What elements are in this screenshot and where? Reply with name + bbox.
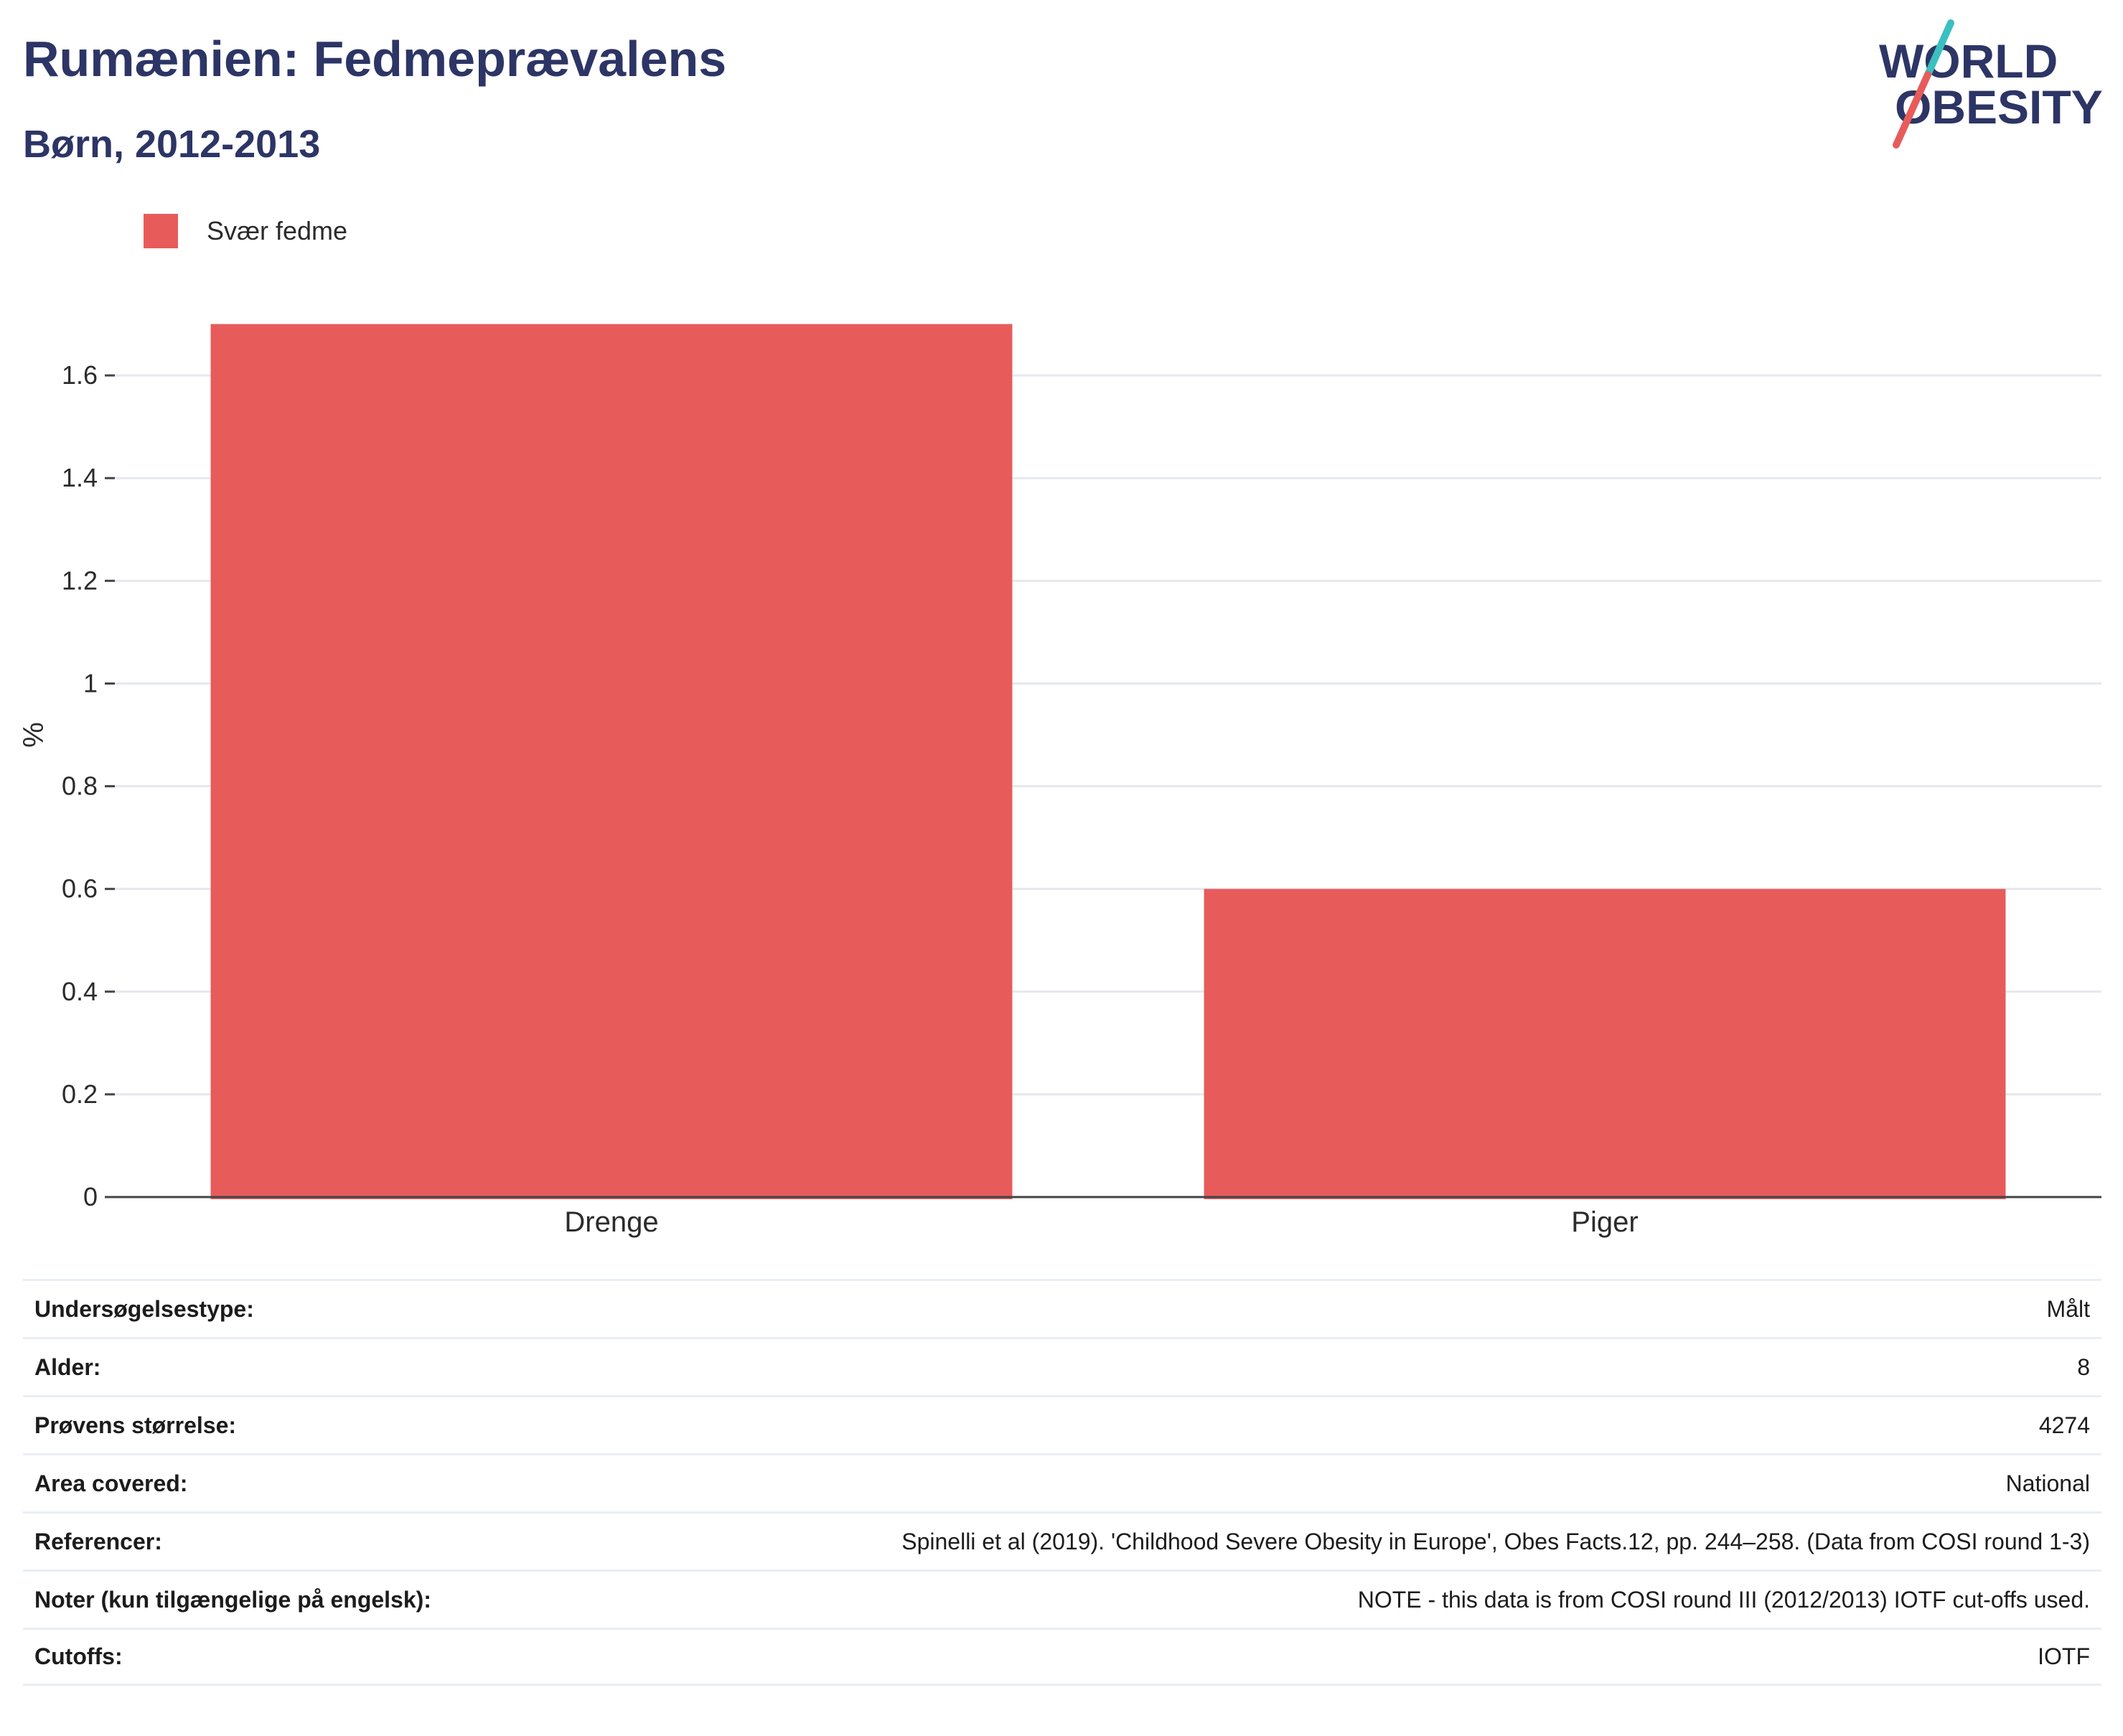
info-value: Spinelli et al (2019). 'Childhood Severe… bbox=[901, 1528, 2090, 1554]
bar-drenge bbox=[210, 324, 1013, 1199]
x-tick-label: Drenge bbox=[564, 1206, 658, 1238]
info-label: Undersøgelsestype: bbox=[34, 1295, 254, 1322]
info-row: Noter (kun tilgængelige på engelsk): NOTE… bbox=[23, 1570, 2101, 1628]
info-label: Area covered: bbox=[34, 1470, 188, 1496]
y-tick-label: 1.4 bbox=[62, 463, 98, 492]
info-row: Prøvens størrelse: 4274 bbox=[23, 1395, 2101, 1453]
info-label: Noter (kun tilgængelige på engelsk): bbox=[34, 1586, 431, 1613]
bar-piger bbox=[1204, 888, 2006, 1199]
y-tick-label: 0.4 bbox=[62, 977, 98, 1006]
info-label: Prøvens størrelse: bbox=[34, 1412, 237, 1438]
info-row: Cutoffs: IOTF bbox=[23, 1628, 2101, 1686]
info-table: Undersøgelsestype: Målt Alder: 8 Prøvens stø… bbox=[23, 1279, 2101, 1686]
y-tick-label: 1 bbox=[83, 668, 98, 698]
info-value: 4274 bbox=[2038, 1412, 2090, 1438]
page-title: Rumænien: Fedmeprævalens bbox=[23, 31, 727, 87]
info-row: Referencer: Spinelli et al (2019). 'Child… bbox=[23, 1511, 2101, 1570]
y-tick-label: 0.2 bbox=[62, 1079, 98, 1109]
y-tick-label: 0 bbox=[83, 1182, 98, 1211]
logo-line1: WORLD bbox=[1879, 34, 2058, 88]
bar-chart: 0 0.2 0.4 0.6 0.8 1 1.2 1.4 1.6 Drenge Piger% bbox=[0, 273, 2123, 1256]
y-tick-label: 0.6 bbox=[62, 874, 98, 904]
y-tick-label: 1.6 bbox=[62, 360, 98, 390]
info-value: National bbox=[2005, 1470, 2090, 1496]
chart-svg: 0 0.2 0.4 0.6 0.8 1 1.2 1.4 1.6 Drenge Piger% bbox=[18, 324, 2101, 1238]
info-value: IOTF bbox=[2038, 1643, 2090, 1669]
x-tick-label: Piger bbox=[1571, 1206, 1638, 1238]
page-subtitle: Børn, 2012-2013 bbox=[23, 123, 321, 166]
info-row: Undersøgelsestype: Målt bbox=[23, 1279, 2101, 1337]
y-tick-label: 1.2 bbox=[62, 566, 98, 595]
info-label: Cutoffs: bbox=[34, 1643, 123, 1669]
legend-label: Svær fedme bbox=[207, 216, 348, 245]
info-label: Referencer: bbox=[34, 1528, 162, 1554]
info-label: Alder: bbox=[34, 1353, 101, 1380]
logo-slash-top bbox=[1924, 19, 1954, 78]
chart-legend[interactable]: Svær fedme bbox=[144, 212, 347, 250]
logo-slash-bottom bbox=[1893, 71, 1931, 149]
y-tick-label: 0.8 bbox=[62, 771, 98, 801]
info-value: Målt bbox=[2046, 1295, 2090, 1322]
y-axis-label: % bbox=[18, 722, 50, 748]
info-row: Area covered: National bbox=[23, 1453, 2101, 1511]
info-value: 8 bbox=[2077, 1353, 2090, 1380]
world-obesity-logo: WORLD OBESITY bbox=[1866, 14, 2110, 158]
info-value: NOTE - this data is from COSI round III … bbox=[1357, 1586, 2090, 1613]
legend-swatch bbox=[144, 214, 178, 248]
logo-line2: OBESITY bbox=[1895, 80, 2103, 133]
info-row: Alder: 8 bbox=[23, 1337, 2101, 1395]
